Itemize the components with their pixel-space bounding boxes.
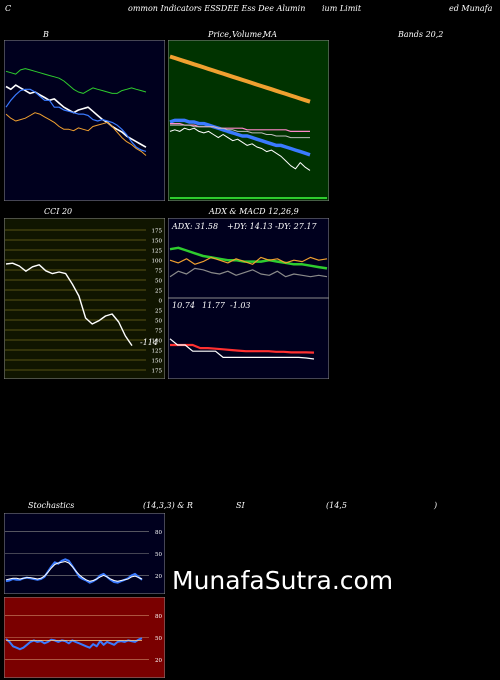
osc-tick-label: 50 xyxy=(155,636,162,642)
osc-tick-label: 80 xyxy=(155,614,162,620)
header-part-2: ommon Indicators ESSDEE Ess Dee Alumin xyxy=(128,4,306,13)
title-bands: Bands 20,2 xyxy=(398,30,444,39)
adx-series-1 xyxy=(169,267,328,278)
panel-bg xyxy=(4,218,165,379)
cci-tick-label: 25 xyxy=(155,289,162,295)
price-series-0 xyxy=(169,54,311,104)
cci-tick-label: 125 xyxy=(152,249,163,255)
chart-cci: 175 150 125 100 75 50 25 0 25 50 75 100 125 150 175 -1… xyxy=(4,218,165,379)
b-series-0 xyxy=(5,68,147,94)
panel-bg xyxy=(4,40,165,201)
cci-tick-label: 75 xyxy=(155,269,162,275)
chart-price xyxy=(168,40,329,201)
cci-tick-label: 0 xyxy=(159,299,163,305)
cci-tick-label: 100 xyxy=(152,259,163,265)
osc-tick-label: 20 xyxy=(155,658,162,664)
title-b: B xyxy=(43,30,49,39)
osc-series-1 xyxy=(5,561,143,582)
osc-tick-label: 50 xyxy=(155,552,162,558)
chart-adx-macd: ADX: 31.58 +DY: 14.13 -DY: 27.17 10.74 1… xyxy=(168,218,329,379)
b-series-2 xyxy=(5,88,147,152)
cci-tick-label: 125 xyxy=(152,349,163,355)
chart-b xyxy=(4,40,165,201)
price-series-3 xyxy=(170,124,310,139)
cci-line xyxy=(5,262,133,346)
cci-tick-label: 150 xyxy=(152,359,163,365)
title-stoch-b: (14,3,3) & R xyxy=(143,501,193,510)
macd-value-2: 11.77 xyxy=(202,301,226,310)
adx-series-0 xyxy=(169,246,328,270)
title-stoch-d: (14,5 xyxy=(326,501,347,510)
adx-label: ADX: 31.58 xyxy=(171,222,218,231)
chart-rsi: 80 50 20 xyxy=(4,597,165,678)
osc-tick-label: 20 xyxy=(155,574,162,580)
osc-series-0 xyxy=(5,637,143,651)
macd-value-3: -1.03 xyxy=(230,301,251,310)
title-stoch-a: Stochastics xyxy=(28,501,75,510)
header-part-1: C xyxy=(5,4,12,13)
chart-stoch: 80 50 20 xyxy=(4,513,165,594)
b-series-1 xyxy=(5,84,147,148)
osc-tick-label: 80 xyxy=(155,530,162,536)
title-ma: MA xyxy=(263,30,277,39)
adx-series-2 xyxy=(169,256,328,265)
cci-tick-label: 175 xyxy=(152,369,163,375)
title-adx-macd: ADX & MACD 12,26,9 xyxy=(209,207,299,216)
cci-value-label: -114 xyxy=(140,338,158,347)
b-series-3 xyxy=(5,112,147,156)
pdy-label: +DY: 14.13 xyxy=(227,222,273,231)
title-stoch-c: SI xyxy=(236,501,245,510)
price-series-2 xyxy=(170,122,310,133)
ndy-label: -DY: 27.17 xyxy=(275,222,317,231)
price-series-4 xyxy=(169,127,311,171)
price-series-1 xyxy=(169,118,311,157)
header-part-4: ed Munafa xyxy=(449,4,493,13)
macd-value-1: 10.74 xyxy=(172,301,195,310)
title-volume: Volume, xyxy=(232,30,265,39)
macd-line xyxy=(169,338,315,360)
title-cci: CCI 20 xyxy=(44,207,73,216)
title-price: Price, xyxy=(208,30,232,39)
cci-tick-label: 75 xyxy=(155,329,162,335)
cci-tick-label: 175 xyxy=(152,229,163,235)
header-part-3: ium Limit xyxy=(322,4,362,13)
cci-tick-label: 50 xyxy=(155,319,162,325)
macd-signal xyxy=(170,343,315,354)
title-stoch-e: ) xyxy=(434,501,438,510)
cci-tick-label: 50 xyxy=(155,279,162,285)
watermark: MunafaSutra.com xyxy=(172,566,394,595)
cci-tick-label: 100 xyxy=(152,339,163,345)
cci-tick-label: 150 xyxy=(152,239,163,245)
cci-tick-label: 25 xyxy=(155,309,162,315)
